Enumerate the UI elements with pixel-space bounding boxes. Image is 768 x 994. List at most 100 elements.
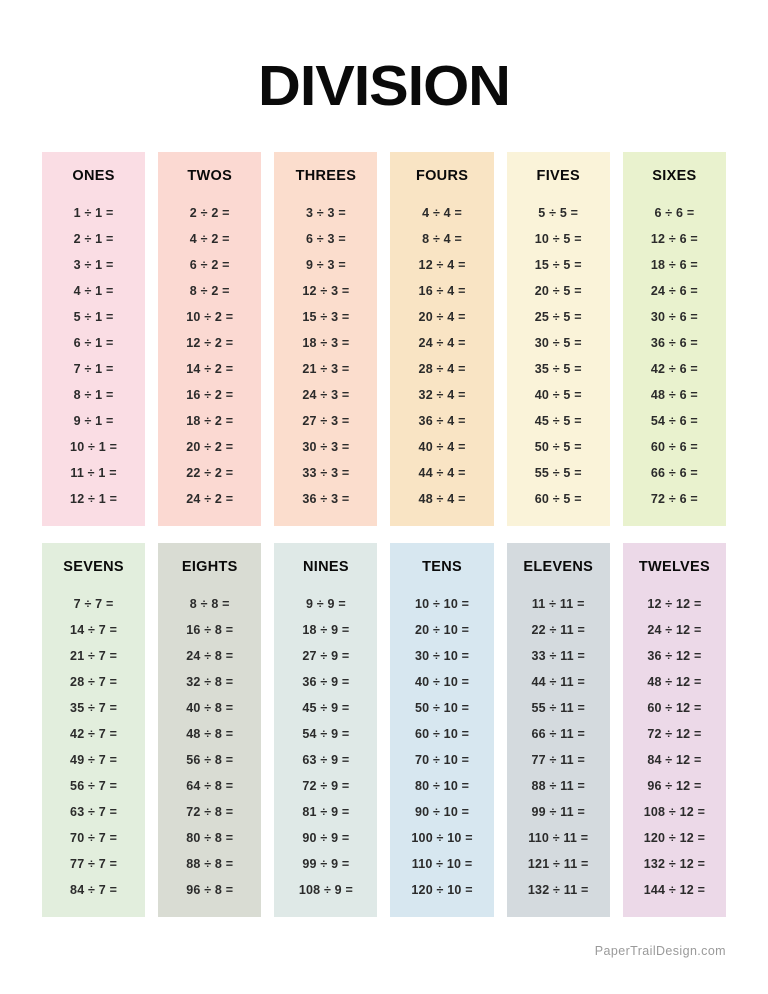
equation-row: 33 ÷ 11 =: [531, 648, 585, 663]
equation-row: 10 ÷ 5 =: [534, 231, 582, 246]
equation-row: 70 ÷ 10 =: [414, 752, 470, 767]
equation-row: 11 ÷ 1 =: [70, 465, 117, 480]
column-header: FOURS: [415, 168, 469, 184]
equation-row: 16 ÷ 2 =: [186, 387, 234, 402]
equation-row: 30 ÷ 6 =: [650, 309, 698, 324]
division-column-nines: NINES 9 ÷ 9 = 18 ÷ 9 = 27 ÷ 9 = 36 ÷ 9 = 45 ÷…: [274, 543, 378, 917]
equation-row: 20 ÷ 10 =: [414, 622, 470, 637]
equation-row: 27 ÷ 3 =: [302, 413, 350, 428]
equation-row: 15 ÷ 3 =: [302, 309, 350, 324]
equation-row: 63 ÷ 9 =: [302, 752, 350, 767]
equation-row: 18 ÷ 9 =: [302, 622, 350, 637]
equation-row: 48 ÷ 6 =: [650, 387, 698, 402]
equation-row: 90 ÷ 10 =: [414, 804, 470, 819]
equation-row: 27 ÷ 9 =: [302, 648, 350, 663]
equation-row: 88 ÷ 11 =: [531, 778, 585, 793]
equation-row: 63 ÷ 7 =: [70, 804, 118, 819]
equation-row: 15 ÷ 5 =: [534, 257, 582, 272]
equation-row: 4 ÷ 1 =: [73, 283, 114, 298]
equation-row: 2 ÷ 2 =: [189, 205, 230, 220]
equation-row: 7 ÷ 7 =: [73, 596, 114, 611]
equation-row: 90 ÷ 9 =: [302, 830, 350, 845]
equation-row: 21 ÷ 3 =: [302, 361, 350, 376]
equation-row: 144 ÷ 12 =: [643, 882, 706, 897]
equation-row: 44 ÷ 4 =: [418, 465, 466, 480]
equation-row: 44 ÷ 11 =: [531, 674, 585, 689]
equation-row: 30 ÷ 10 =: [414, 648, 470, 663]
equation-row: 36 ÷ 9 =: [302, 674, 350, 689]
equation-row: 14 ÷ 2 =: [186, 361, 234, 376]
division-column-ones: ONES 1 ÷ 1 = 2 ÷ 1 = 3 ÷ 1 = 4 ÷ 1 = 5 ÷ 1 = 6…: [42, 152, 146, 526]
column-header: SIXES: [652, 168, 697, 184]
column-header: EIGHTS: [181, 559, 238, 575]
equation-row: 8 ÷ 1 =: [73, 387, 114, 402]
equation-row: 32 ÷ 4 =: [418, 387, 466, 402]
equation-row: 120 ÷ 10 =: [411, 882, 473, 897]
column-header: ONES: [72, 168, 115, 184]
equation-row: 84 ÷ 12 =: [647, 752, 702, 767]
equation-row: 45 ÷ 9 =: [302, 700, 350, 715]
division-column-fives: FIVES 5 ÷ 5 = 10 ÷ 5 = 15 ÷ 5 = 20 ÷ 5 = 25 ÷…: [506, 152, 610, 526]
equation-row: 24 ÷ 2 =: [186, 491, 234, 506]
division-column-sixes: SIXES 6 ÷ 6 = 12 ÷ 6 = 18 ÷ 6 = 24 ÷ 6 = 30 ÷…: [622, 152, 726, 526]
equation-row: 56 ÷ 7 =: [70, 778, 118, 793]
equation-list: 4 ÷ 4 = 8 ÷ 4 = 12 ÷ 4 = 16 ÷ 4 = 20 ÷ 4 = 24…: [390, 200, 493, 512]
equation-row: 14 ÷ 7 =: [70, 622, 118, 637]
equation-row: 24 ÷ 12 =: [647, 622, 702, 637]
equation-row: 72 ÷ 9 =: [302, 778, 350, 793]
equation-row: 49 ÷ 7 =: [70, 752, 118, 767]
equation-row: 6 ÷ 2 =: [189, 257, 230, 272]
equation-row: 48 ÷ 8 =: [186, 726, 234, 741]
equation-row: 33 ÷ 3 =: [302, 465, 350, 480]
equation-row: 96 ÷ 12 =: [647, 778, 702, 793]
equation-row: 20 ÷ 5 =: [534, 283, 582, 298]
equation-row: 50 ÷ 10 =: [414, 700, 470, 715]
equation-row: 70 ÷ 7 =: [70, 830, 118, 845]
equation-row: 25 ÷ 5 =: [534, 309, 582, 324]
equation-row: 77 ÷ 11 =: [531, 752, 585, 767]
column-header: TWELVES: [638, 559, 710, 575]
equation-row: 110 ÷ 11 =: [528, 830, 589, 845]
equation-row: 120 ÷ 12 =: [643, 830, 706, 845]
division-column-elevens: ELEVENS 11 ÷ 11 = 22 ÷ 11 = 33 ÷ 11 = 44 ÷ 1…: [506, 543, 610, 917]
equation-row: 12 ÷ 3 =: [302, 283, 350, 298]
site-watermark: PaperTrailDesign.com: [594, 944, 726, 958]
equation-row: 5 ÷ 1 =: [73, 309, 114, 324]
equation-row: 3 ÷ 3 =: [305, 205, 346, 220]
division-column-sevens: SEVENS 7 ÷ 7 = 14 ÷ 7 = 21 ÷ 7 = 28 ÷ 7 = 35 …: [42, 543, 146, 917]
equation-row: 1 ÷ 1 =: [73, 205, 114, 220]
equation-row: 24 ÷ 4 =: [418, 335, 466, 350]
equation-row: 10 ÷ 10 =: [414, 596, 470, 611]
equation-row: 11 ÷ 11 =: [531, 596, 585, 611]
equation-row: 60 ÷ 5 =: [534, 491, 582, 506]
equation-list: 3 ÷ 3 = 6 ÷ 3 = 9 ÷ 3 = 12 ÷ 3 = 15 ÷ 3 = 18 …: [274, 200, 377, 512]
equation-row: 100 ÷ 10 =: [411, 830, 473, 845]
equation-row: 48 ÷ 4 =: [418, 491, 466, 506]
equation-row: 24 ÷ 6 =: [650, 283, 698, 298]
equation-row: 35 ÷ 5 =: [534, 361, 582, 376]
equation-row: 6 ÷ 6 =: [654, 205, 695, 220]
equation-row: 7 ÷ 1 =: [73, 361, 114, 376]
equation-row: 12 ÷ 1 =: [70, 491, 118, 506]
equation-row: 54 ÷ 9 =: [302, 726, 350, 741]
equation-row: 28 ÷ 7 =: [70, 674, 118, 689]
equation-row: 42 ÷ 6 =: [650, 361, 698, 376]
equation-row: 16 ÷ 4 =: [418, 283, 466, 298]
equation-row: 4 ÷ 2 =: [189, 231, 230, 246]
equation-row: 20 ÷ 2 =: [186, 439, 234, 454]
equation-list: 9 ÷ 9 = 18 ÷ 9 = 27 ÷ 9 = 36 ÷ 9 = 45 ÷ 9 = 5…: [274, 591, 377, 903]
equation-row: 12 ÷ 12 =: [647, 596, 702, 611]
equation-row: 8 ÷ 8 =: [189, 596, 230, 611]
equation-row: 99 ÷ 9 =: [302, 856, 350, 871]
equation-list: 2 ÷ 2 = 4 ÷ 2 = 6 ÷ 2 = 8 ÷ 2 = 10 ÷ 2 = 12 ÷…: [158, 200, 261, 512]
equation-row: 6 ÷ 3 =: [305, 231, 346, 246]
equation-row: 72 ÷ 8 =: [186, 804, 234, 819]
equation-row: 50 ÷ 5 =: [534, 439, 582, 454]
equation-row: 132 ÷ 12 =: [643, 856, 706, 871]
equation-row: 48 ÷ 12 =: [647, 674, 702, 689]
equation-row: 108 ÷ 9 =: [298, 882, 353, 897]
equation-row: 8 ÷ 4 =: [422, 231, 463, 246]
equation-row: 36 ÷ 4 =: [418, 413, 466, 428]
equation-list: 7 ÷ 7 = 14 ÷ 7 = 21 ÷ 7 = 28 ÷ 7 = 35 ÷ 7 = 4…: [42, 591, 145, 903]
